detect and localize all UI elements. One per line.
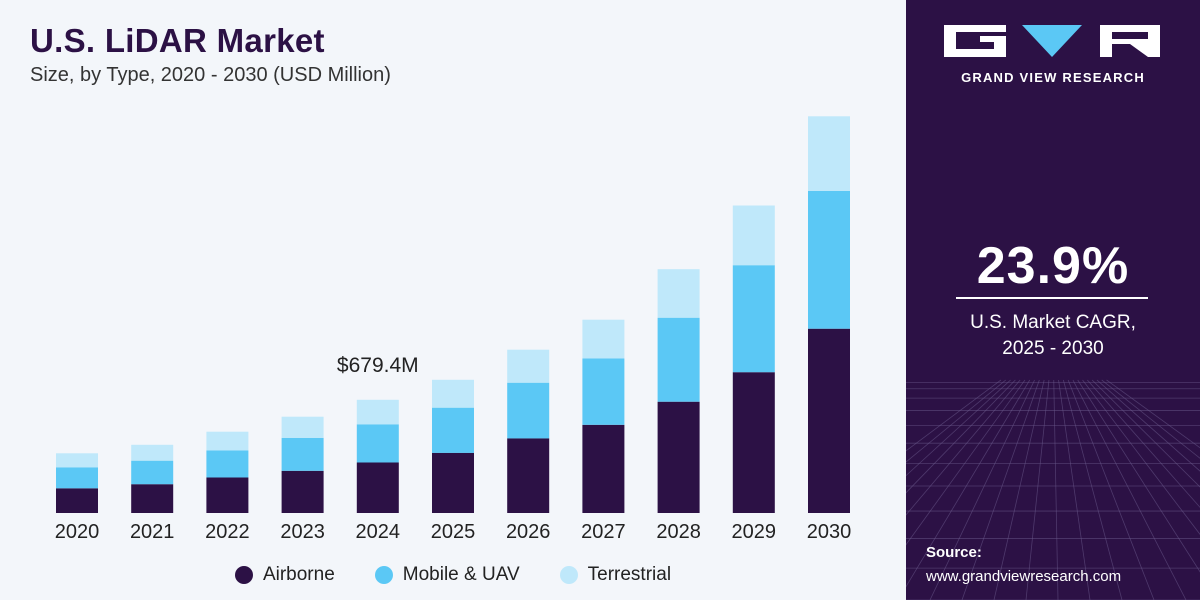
grid-line xyxy=(906,379,1016,494)
grid-line xyxy=(906,379,1031,588)
grid-line xyxy=(1106,379,1200,449)
bar-mobile-uav-2026 xyxy=(507,382,550,439)
grid-line xyxy=(1087,379,1200,508)
grid-line xyxy=(1082,379,1200,535)
bar-terrestrial-2029 xyxy=(732,205,775,266)
x-tick-label-2024: 2024 xyxy=(356,521,401,543)
chart-area: U.S. LiDAR Market Size, by Type, 2020 - … xyxy=(0,22,906,588)
legend-label-airborne: Airborne xyxy=(262,564,335,585)
x-tick-label-2022: 2022 xyxy=(205,521,250,543)
source-label: Source: xyxy=(926,544,982,561)
cagr-label: U.S. Market CAGR, 2025 - 2030 xyxy=(906,310,1200,362)
bar-mobile-uav-2024 xyxy=(356,424,399,463)
bar-terrestrial-2030 xyxy=(808,116,850,191)
source-url: www.grandviewresearch.com xyxy=(926,568,1122,585)
bar-terrestrial-2024 xyxy=(356,399,399,425)
grid-line xyxy=(906,379,1021,516)
grid-line xyxy=(1067,379,1155,600)
grid-line xyxy=(993,379,1045,600)
bar-mobile-uav-2020 xyxy=(56,467,98,489)
bar-mobile-uav-2028 xyxy=(657,317,700,402)
grid-line xyxy=(1053,379,1059,600)
grid-line xyxy=(1062,379,1123,600)
bar-airborne-2025 xyxy=(432,452,474,513)
bar-airborne-2027 xyxy=(582,424,625,513)
bar-airborne-2021 xyxy=(131,484,174,513)
data-label-2024: $679.4M xyxy=(337,354,419,377)
bar-airborne-2029 xyxy=(732,372,775,513)
grid-line xyxy=(906,379,1011,477)
bar-airborne-2023 xyxy=(281,470,324,513)
legend-item-airborne: Airborne xyxy=(234,564,335,586)
bar-mobile-uav-2027 xyxy=(582,358,625,425)
x-tick-label-2023: 2023 xyxy=(280,521,325,543)
bar-airborne-2020 xyxy=(56,488,98,513)
grid-line xyxy=(1077,379,1200,573)
brand-name: GRAND VIEW RESEARCH xyxy=(961,70,1145,85)
x-tick-label-2026: 2026 xyxy=(506,521,551,543)
bar-mobile-uav-2030 xyxy=(808,191,850,329)
grid-line xyxy=(906,379,1026,546)
grid-line xyxy=(1101,379,1200,459)
stacked-bar-chart: 2020 2021 2022 2023 2024 2025 2026 2027 2028 2029… xyxy=(55,116,852,543)
wireframe-background-graphic xyxy=(906,379,1200,600)
bar-mobile-uav-2021 xyxy=(131,460,174,485)
legend-item-mobile-uav: Mobile & UAV xyxy=(374,564,520,586)
bar-terrestrial-2025 xyxy=(432,379,474,408)
info-panel: GRAND VIEW RESEARCH 23.9% U.S. Market CA… xyxy=(906,0,1200,600)
bar-mobile-uav-2023 xyxy=(281,437,324,471)
bar-airborne-2022 xyxy=(206,477,249,513)
grid-line xyxy=(1091,379,1200,488)
cagr-label-line2: 2025 - 2030 xyxy=(1002,338,1104,359)
chart-title: U.S. LiDAR Market xyxy=(30,22,325,59)
bar-terrestrial-2028 xyxy=(657,269,700,318)
x-tick-label-2025: 2025 xyxy=(431,521,476,543)
cagr-label-line1: U.S. Market CAGR, xyxy=(970,312,1136,333)
chart-subtitle: Size, by Type, 2020 - 2030 (USD Million) xyxy=(30,64,391,86)
legend-item-terrestrial: Terrestrial xyxy=(559,564,672,586)
bar-mobile-uav-2025 xyxy=(432,407,474,453)
cagr-value: 23.9% xyxy=(976,237,1130,295)
grid-line xyxy=(1096,379,1200,472)
cagr-divider xyxy=(956,297,1148,299)
legend-swatch-airborne xyxy=(234,566,253,584)
grid-line xyxy=(906,379,1007,463)
bar-airborne-2026 xyxy=(507,438,550,513)
legend-label-terrestrial: Terrestrial xyxy=(587,564,672,585)
bar-terrestrial-2023 xyxy=(281,416,324,438)
legend-label-mobile-uav: Mobile & UAV xyxy=(402,564,520,585)
grid-line xyxy=(929,379,1035,600)
bar-terrestrial-2027 xyxy=(582,319,625,359)
chart-legend: Airborne Mobile & UAV Terrestrial xyxy=(0,562,906,588)
bar-airborne-2024 xyxy=(356,462,399,513)
grid-line xyxy=(906,379,1002,452)
grid-line xyxy=(961,379,1040,600)
bar-airborne-2030 xyxy=(808,328,850,513)
x-tick-label-2020: 2020 xyxy=(55,521,100,543)
bar-terrestrial-2022 xyxy=(206,431,249,451)
x-tick-label-2027: 2027 xyxy=(581,521,626,543)
bar-terrestrial-2026 xyxy=(507,349,550,383)
bar-mobile-uav-2022 xyxy=(206,450,249,478)
bar-airborne-2028 xyxy=(657,401,700,513)
grid-line xyxy=(1058,379,1091,600)
x-tick-label-2029: 2029 xyxy=(732,521,777,543)
bar-mobile-uav-2029 xyxy=(732,265,775,373)
brand-logo xyxy=(944,25,1160,57)
legend-swatch-terrestrial xyxy=(559,566,578,584)
x-tick-label-2030: 2030 xyxy=(807,521,852,543)
legend-swatch-mobile-uav xyxy=(374,566,393,584)
bar-terrestrial-2020 xyxy=(56,453,98,468)
grid-line xyxy=(1072,379,1187,600)
x-tick-label-2028: 2028 xyxy=(656,521,701,543)
bar-terrestrial-2021 xyxy=(131,444,174,461)
x-tick-label-2021: 2021 xyxy=(130,521,175,543)
grid-line xyxy=(1025,379,1050,600)
